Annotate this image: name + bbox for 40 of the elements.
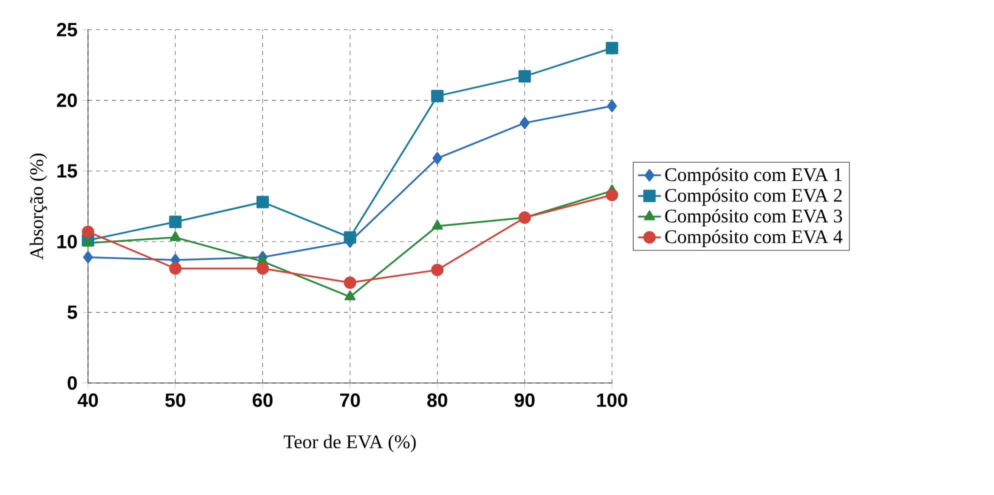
legend-label: Compósito com EVA 1 (665, 168, 842, 186)
x-axis-title: Teor de EVA (%) (284, 434, 416, 452)
y-axis-title: Absorção (%) (30, 154, 48, 260)
x-tick-label: 40 (78, 393, 98, 407)
x-tick-label: 70 (340, 393, 360, 407)
point (256, 196, 269, 208)
legend-label: Compósito com EVA 3 (665, 209, 842, 226)
legend-label: Compósito com EVA 2 (665, 188, 842, 206)
point (431, 90, 444, 102)
x-tick-label: 80 (427, 393, 448, 407)
x-tick-label: 90 (514, 393, 535, 407)
point (431, 264, 444, 276)
point (82, 226, 94, 238)
point (606, 42, 618, 54)
point (518, 70, 531, 82)
point (607, 100, 617, 112)
point (344, 290, 356, 300)
point (170, 231, 181, 241)
point (82, 236, 94, 247)
point (432, 220, 443, 230)
point (256, 262, 269, 275)
x-tick-label: 100 (597, 393, 628, 407)
point (83, 250, 93, 264)
y-tick-label: 0 (68, 376, 77, 390)
legend-label: Compósito com EVA 4 (665, 230, 842, 248)
x-tick-label: 50 (165, 393, 186, 407)
point (344, 231, 356, 244)
y-tick-label: 5 (68, 306, 78, 320)
point (169, 262, 182, 275)
y-tick-label: 10 (57, 234, 77, 248)
point (344, 276, 356, 289)
point (520, 116, 530, 130)
point (169, 216, 182, 228)
point (432, 152, 442, 164)
point (606, 188, 618, 202)
point (518, 211, 531, 224)
y-tick-label: 25 (56, 22, 78, 36)
x-tick-label: 60 (252, 393, 273, 407)
y-tick-label: 15 (57, 164, 78, 178)
y-tick-label: 20 (56, 94, 77, 108)
